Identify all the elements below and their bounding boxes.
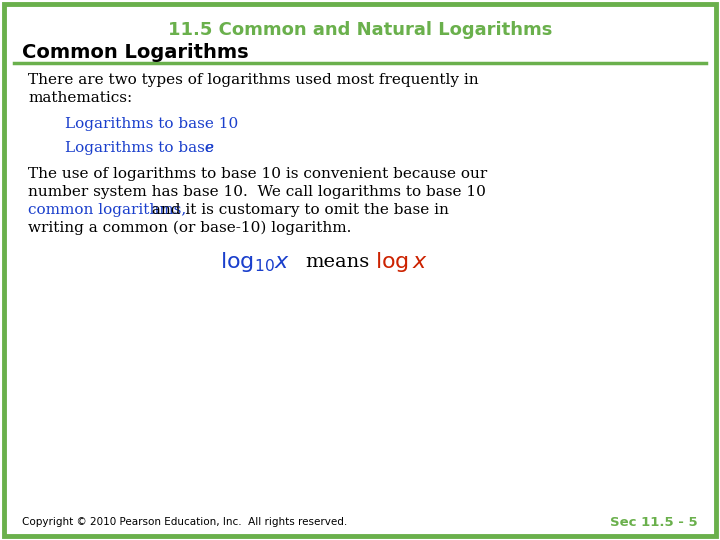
Text: and it is customary to omit the base in: and it is customary to omit the base in	[147, 203, 449, 217]
Text: writing a common (or base-10) logarithm.: writing a common (or base-10) logarithm.	[28, 221, 351, 235]
Text: $\mathrm{log}\,x$: $\mathrm{log}\,x$	[375, 250, 428, 274]
Text: There are two types of logarithms used most frequently in: There are two types of logarithms used m…	[28, 73, 479, 87]
Text: number system has base 10.  We call logarithms to base 10: number system has base 10. We call logar…	[28, 185, 486, 199]
Text: The use of logarithms to base 10 is convenient because our: The use of logarithms to base 10 is conv…	[28, 167, 487, 181]
Text: $\mathrm{log}_{10}x$: $\mathrm{log}_{10}x$	[220, 250, 290, 274]
Text: mathematics:: mathematics:	[28, 91, 132, 105]
Text: common logarithms,: common logarithms,	[28, 203, 186, 217]
Text: Common Logarithms: Common Logarithms	[22, 43, 248, 62]
Text: means: means	[305, 253, 369, 271]
Text: Sec 11.5 - 5: Sec 11.5 - 5	[611, 516, 698, 529]
Text: 11.5 Common and Natural Logarithms: 11.5 Common and Natural Logarithms	[168, 21, 552, 39]
Text: Logarithms to base: Logarithms to base	[65, 141, 219, 155]
Text: Copyright © 2010 Pearson Education, Inc.  All rights reserved.: Copyright © 2010 Pearson Education, Inc.…	[22, 517, 347, 527]
Text: e: e	[204, 141, 213, 155]
Text: Logarithms to base 10: Logarithms to base 10	[65, 117, 238, 131]
